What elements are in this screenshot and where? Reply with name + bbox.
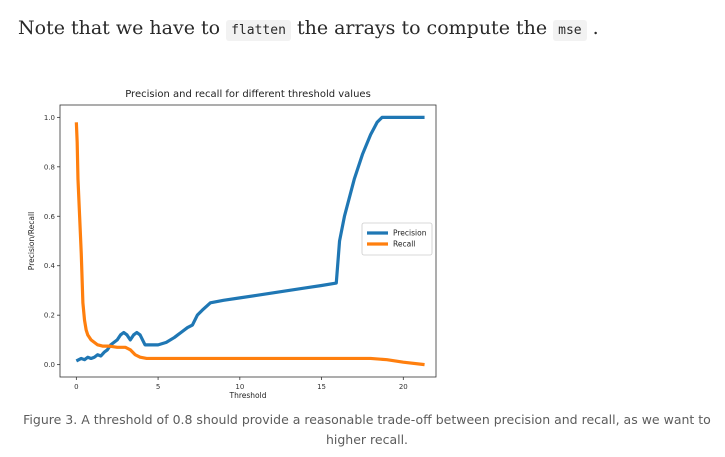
code-flatten: flatten [226,20,291,41]
y-tick-label: 0.6 [44,213,56,221]
y-tick-label: 0.4 [44,262,56,270]
intro-text-before: Note that we have to [18,17,227,39]
legend-box [361,222,433,256]
x-axis-label: Threshold [229,391,267,400]
precision-recall-chart: Precision and recall for different thres… [27,89,437,400]
code-mse: mse [553,20,587,41]
intro-text-after: . [586,17,599,39]
y-axis-label: Precision/Recall [27,212,36,270]
legend-label-recall: Recall [393,240,415,249]
legend: Precision Recall [361,222,433,256]
x-tick-label: 10 [235,383,244,391]
legend-label-precision: Precision [393,229,427,238]
x-tick-label: 5 [156,383,160,391]
x-tick-label: 20 [399,383,408,391]
x-tick-label: 0 [74,383,78,391]
y-axis: 0.0 0.2 0.4 0.6 0.8 1.0 [44,114,60,369]
x-tick-label: 15 [317,383,326,391]
y-tick-label: 1.0 [44,114,55,122]
y-tick-label: 0.8 [44,163,55,171]
series-line-recall [74,122,425,367]
y-tick-label: 0.0 [44,361,55,369]
chart-title: Precision and recall for different thres… [125,89,371,100]
series-line-precision [75,115,425,363]
y-tick-label: 0.2 [44,312,55,320]
figure-caption: Figure 3. A threshold of 0.8 should prov… [23,412,711,447]
intro-text-middle: the arrays to compute the [290,17,554,39]
x-axis: 0 5 10 15 20 [74,377,408,391]
chart-figure: Precision and recall for different thres… [20,80,440,400]
intro-paragraph: Note that we have to flatten the arrays … [18,14,599,45]
series-lines [74,115,425,367]
